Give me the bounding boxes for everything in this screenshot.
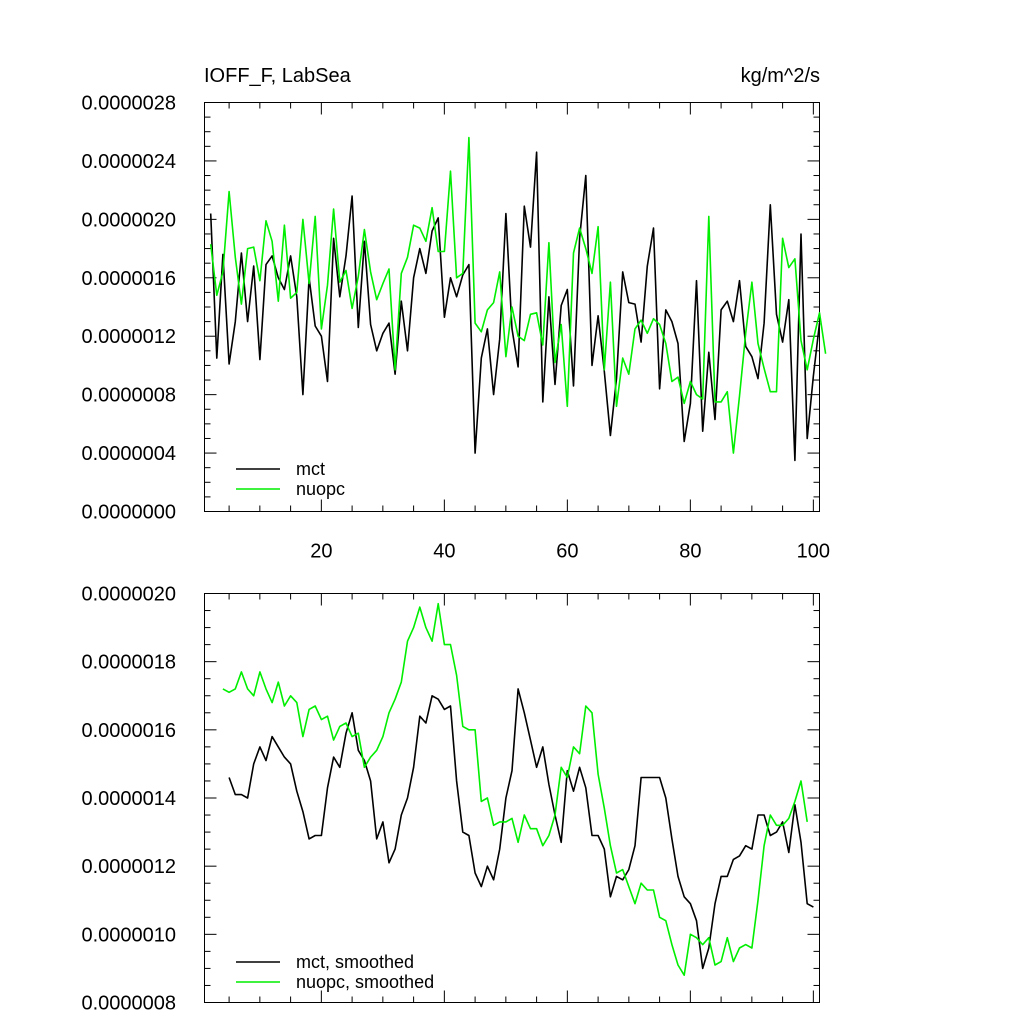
top-y-tick-label: 0.0000020 <box>81 209 176 231</box>
bottom-y-tick-label: 0.0000010 <box>81 924 176 946</box>
bottom-series-group <box>222 602 814 977</box>
bottom-y-tick-label: 0.0000016 <box>81 720 176 742</box>
top-title-right: kg/m^2/s <box>741 65 820 87</box>
top-x-tick-label: 100 <box>797 541 830 563</box>
top-legend: mct nuopc <box>236 459 345 499</box>
legend-label-mct: mct <box>296 459 325 479</box>
top-y-tick-label: 0.0000000 <box>81 502 176 524</box>
legend-label-nuopc: nuopc <box>296 479 345 499</box>
top-panel: IOFF_F, LabSea kg/m^2/s 0.00000000.00000… <box>81 65 830 563</box>
bottom-y-tick-label: 0.0000012 <box>81 856 176 878</box>
top-x-tick-label: 80 <box>679 541 701 563</box>
series-line-mct <box>209 151 821 462</box>
bottom-axis-ticks <box>204 593 820 1003</box>
bottom-y-tick-label: 0.0000014 <box>81 788 176 810</box>
top-y-tick-label: 0.0000008 <box>81 385 176 407</box>
bottom-plot-frame <box>204 593 820 1003</box>
top-x-tick-label: 20 <box>310 541 332 563</box>
legend-label-mct-smoothed: mct, smoothed <box>296 952 414 972</box>
series-line-nuopc-smoothed <box>222 602 808 977</box>
top-axis-labels: 0.0000000 0.0000004 0.0000008 0.0000012 0.00… <box>81 93 830 563</box>
bottom-y-tick-label: 0.0000020 <box>81 584 176 606</box>
legend-label-nuopc-smoothed: nuopc, smoothed <box>296 972 434 992</box>
top-title-left: IOFF_F, LabSea <box>204 65 352 87</box>
top-y-tick-label: 0.0000028 <box>81 93 176 115</box>
top-y-tick-label: 0.0000016 <box>81 268 176 290</box>
bottom-y-tick-label: 0.0000008 <box>81 993 176 1015</box>
bottom-panel: 0.0000008 0.0000010 0.0000012 0.0000014 0.00… <box>81 584 820 1015</box>
top-axis-ticks <box>204 102 820 512</box>
bottom-axis-labels: 0.0000008 0.0000010 0.0000012 0.0000014 0.00… <box>81 584 176 1015</box>
top-series-group <box>209 136 827 462</box>
top-y-tick-label: 0.0000024 <box>81 151 176 173</box>
top-x-tick-label: 40 <box>433 541 455 563</box>
top-y-tick-label: 0.0000012 <box>81 326 176 348</box>
top-y-tick-label: 0.0000004 <box>81 443 176 465</box>
series-line-nuopc <box>209 136 827 454</box>
series-line-mct-smoothed <box>228 688 814 970</box>
top-x-tick-label: 60 <box>556 541 578 563</box>
bottom-legend: mct, smoothed nuopc, smoothed <box>236 952 434 992</box>
bottom-y-tick-label: 0.0000018 <box>81 652 176 674</box>
